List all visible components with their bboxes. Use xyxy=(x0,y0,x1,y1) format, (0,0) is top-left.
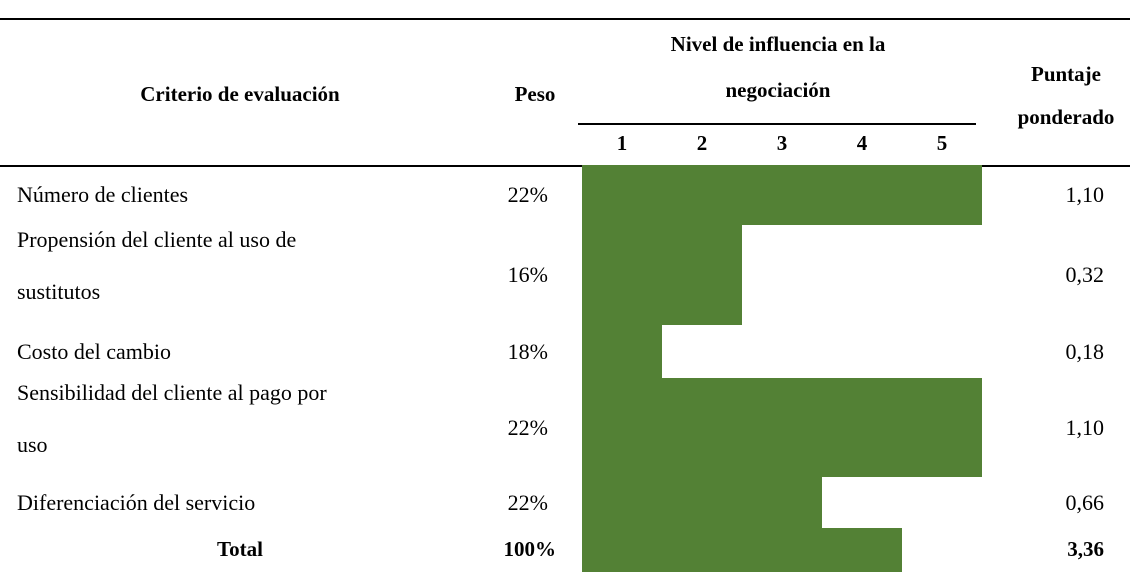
criterio: uso xyxy=(17,432,48,457)
criterio: Costo del cambio xyxy=(17,338,171,364)
header-nivel: Nivel de influencia en la xyxy=(670,32,886,56)
header-puntaje: Puntaje xyxy=(1031,62,1101,86)
puntaje: 0,66 xyxy=(1065,489,1105,515)
puntaje: 1,10 xyxy=(1065,414,1105,440)
total-label: Total xyxy=(217,537,263,561)
top-rule xyxy=(0,18,1130,20)
peso: 18% xyxy=(507,338,548,364)
peso: 16% xyxy=(507,262,548,287)
level-number: 5 xyxy=(936,131,948,155)
level-bar xyxy=(582,325,662,378)
header-rule xyxy=(0,165,1130,167)
peso: 22% xyxy=(507,414,548,440)
level-bar xyxy=(582,378,982,477)
peso: 22% xyxy=(507,489,548,515)
level-bar xyxy=(582,225,742,325)
level-bar xyxy=(582,528,902,572)
criterio: Diferenciación del servicio xyxy=(17,489,256,515)
peso: 22% xyxy=(507,182,548,207)
level-number: 2 xyxy=(696,131,708,155)
level-number: 4 xyxy=(856,131,868,155)
level-bar xyxy=(582,477,822,528)
total-puntaje: 3,36 xyxy=(1067,537,1104,561)
puntaje: 0,18 xyxy=(1065,338,1105,364)
group-rule xyxy=(578,123,976,125)
level-number: 1 xyxy=(616,131,628,155)
criterio: Número de clientes xyxy=(17,182,189,207)
header-peso: Peso xyxy=(514,82,556,106)
puntaje: 1,10 xyxy=(1065,182,1105,207)
level-bar xyxy=(582,165,982,225)
header-criterio: Criterio de evaluación xyxy=(140,82,340,106)
level-number: 3 xyxy=(776,131,788,155)
criterio: Sensibilidad del cliente al pago por xyxy=(17,380,327,405)
header-nivel: negociación xyxy=(725,78,831,102)
criterio: Propensión del cliente al uso de xyxy=(17,227,297,252)
puntaje: 0,32 xyxy=(1065,262,1105,287)
header-puntaje: ponderado xyxy=(1017,105,1115,129)
criterio: sustitutos xyxy=(17,279,101,304)
total-peso: 100% xyxy=(503,537,557,561)
